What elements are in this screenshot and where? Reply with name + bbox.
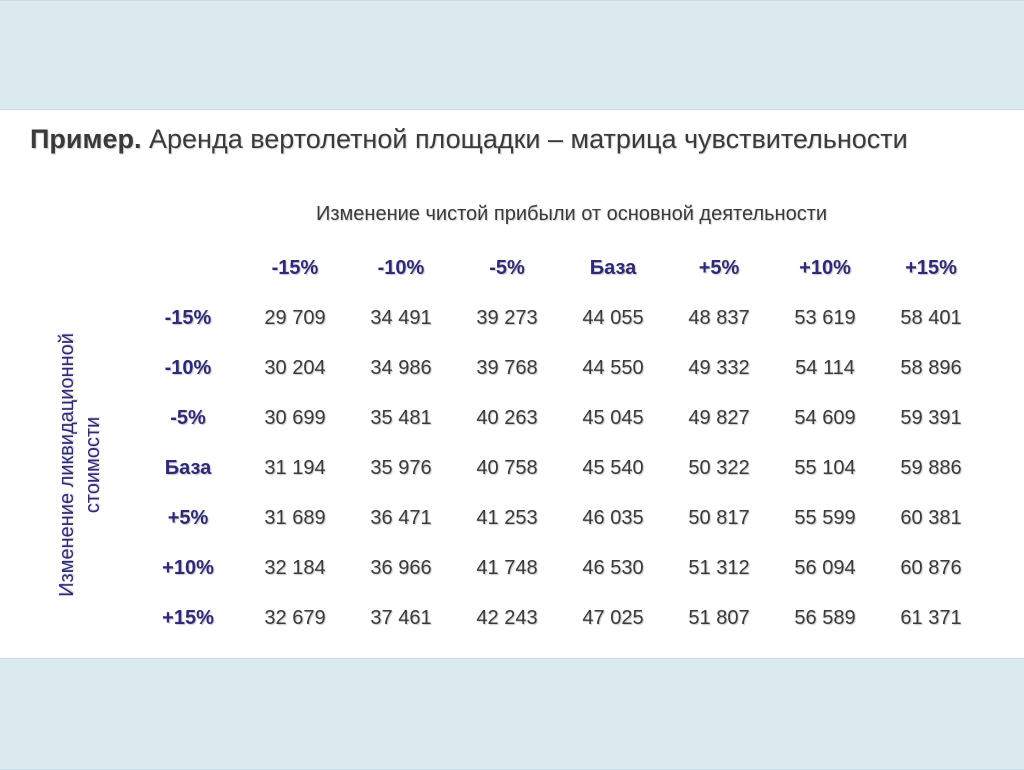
table-cell: 60 876 — [900, 556, 962, 579]
table-cell: 54 114 — [795, 356, 855, 379]
table-cell: 51 807 — [688, 606, 750, 629]
table-cell: 37 461 — [370, 606, 432, 629]
column-label: +5% — [698, 256, 740, 279]
table-cell: 31 689 — [264, 506, 326, 529]
row-axis-header: Изменение ликвидационной стоимости — [56, 333, 104, 597]
table-row: База 31 194 35 976 40 758 45 540 50 322 … — [134, 443, 984, 493]
table-row: -10% 30 204 34 986 39 768 44 550 49 332 … — [134, 343, 984, 393]
table-cell: 56 094 — [794, 556, 856, 579]
table-cell: 36 966 — [370, 556, 432, 579]
table-cell: 60 381 — [900, 506, 962, 529]
table-cell: 41 253 — [476, 506, 538, 529]
slide-title: Пример. Аренда вертолетной площадки – ма… — [30, 124, 908, 155]
row-label: +15% — [162, 606, 214, 629]
matrix-corner — [134, 243, 242, 293]
table-cell: 36 471 — [370, 506, 432, 529]
column-axis-header: Изменение чистой прибыли от основной дея… — [316, 203, 828, 225]
title-prefix: Пример. — [30, 124, 142, 154]
row-label: -5% — [170, 406, 206, 429]
table-cell: 48 837 — [688, 306, 750, 329]
row-label: -15% — [164, 306, 212, 329]
bottom-band — [0, 658, 1024, 770]
table-row: +5% 31 689 36 471 41 253 46 035 50 817 5… — [134, 493, 984, 543]
table-cell: 55 599 — [794, 506, 856, 529]
table-cell: 35 481 — [370, 406, 432, 429]
table-cell: 45 045 — [582, 406, 644, 429]
table-cell: 39 768 — [476, 356, 538, 379]
table-cell: 50 322 — [688, 456, 750, 479]
table-cell: 58 896 — [900, 356, 962, 379]
table-cell: 58 401 — [900, 306, 962, 329]
table-cell: 59 886 — [900, 456, 962, 479]
column-labels-row: -15% -10% -5% База +5% +10% +15% — [134, 243, 984, 293]
table-cell: 45 540 — [582, 456, 644, 479]
table-row: +10% 32 184 36 966 41 748 46 530 51 312 … — [134, 543, 984, 593]
table-cell: 30 699 — [264, 406, 326, 429]
table-cell: 29 709 — [264, 306, 326, 329]
table-cell: 44 550 — [582, 356, 644, 379]
table-cell: 31 194 — [264, 456, 326, 479]
top-band — [0, 0, 1024, 110]
row-label: +10% — [162, 556, 214, 579]
table-cell: 53 619 — [794, 306, 856, 329]
column-label: +10% — [799, 256, 851, 279]
table-cell: 34 491 — [370, 306, 432, 329]
row-label: База — [164, 456, 212, 479]
table-row: +15% 32 679 37 461 42 243 47 025 51 807 … — [134, 593, 984, 643]
table-cell: 47 025 — [582, 606, 644, 629]
row-label: +5% — [167, 506, 209, 529]
column-label: -10% — [377, 256, 425, 279]
column-label: -15% — [271, 256, 319, 279]
table-row: -15% 29 709 34 491 39 273 44 055 48 837 … — [134, 293, 984, 343]
table-cell: 32 184 — [264, 556, 326, 579]
table-cell: 30 204 — [264, 356, 326, 379]
column-label: -5% — [489, 256, 525, 279]
column-label: +15% — [905, 256, 957, 279]
table-cell: 34 986 — [370, 356, 432, 379]
table-cell: 40 758 — [476, 456, 538, 479]
column-label: База — [589, 256, 637, 279]
table-cell: 50 817 — [688, 506, 750, 529]
table-row: -5% 30 699 35 481 40 263 45 045 49 827 5… — [134, 393, 984, 443]
table-cell: 55 104 — [794, 456, 856, 479]
table-cell: 44 055 — [582, 306, 644, 329]
table-cell: 39 273 — [476, 306, 538, 329]
sensitivity-matrix: -15% -10% -5% База +5% +10% +15% -15% 29… — [134, 243, 984, 643]
table-cell: 56 589 — [794, 606, 856, 629]
table-cell: 32 679 — [264, 606, 326, 629]
table-cell: 54 609 — [794, 406, 856, 429]
table-cell: 61 371 — [900, 606, 962, 629]
table-cell: 35 976 — [370, 456, 432, 479]
table-cell: 40 263 — [476, 406, 538, 429]
table-cell: 41 748 — [476, 556, 538, 579]
table-cell: 59 391 — [900, 406, 962, 429]
table-cell: 46 530 — [582, 556, 644, 579]
table-cell: 51 312 — [688, 556, 750, 579]
table-cell: 49 332 — [688, 356, 750, 379]
table-cell: 49 827 — [688, 406, 750, 429]
title-text: Аренда вертолетной площадки – матрица чу… — [149, 124, 908, 154]
row-label: -10% — [164, 356, 212, 379]
table-cell: 46 035 — [582, 506, 644, 529]
row-axis-header-wrap: Изменение ликвидационной стоимости — [50, 300, 110, 630]
table-cell: 42 243 — [476, 606, 538, 629]
